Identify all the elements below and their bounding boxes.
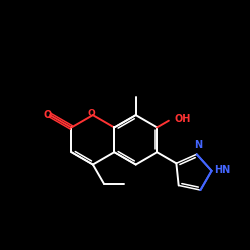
Text: O: O (44, 110, 52, 120)
Text: OH: OH (174, 114, 191, 124)
Text: N: N (194, 140, 203, 150)
Text: O: O (87, 109, 95, 118)
Text: HN: HN (214, 165, 230, 175)
